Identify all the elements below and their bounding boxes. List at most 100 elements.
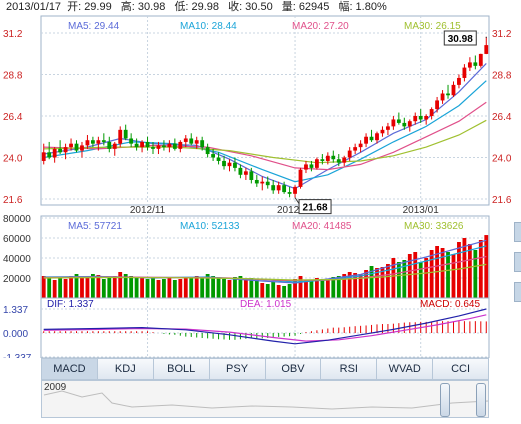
quote-open: 29.99 <box>84 1 112 13</box>
volume-bar <box>396 262 401 298</box>
volume-bar <box>260 283 265 298</box>
x-tick-label: 2012/12 <box>277 205 314 216</box>
volume-bar <box>309 281 314 298</box>
volume-bar <box>58 278 63 298</box>
candle-body <box>380 129 385 134</box>
tab-wvad[interactable]: WVAD <box>377 359 434 379</box>
candle-body <box>260 181 265 184</box>
candle-body <box>183 138 188 142</box>
candle-body <box>249 171 254 180</box>
candle-body <box>178 141 183 149</box>
volume-bar <box>183 277 188 298</box>
volume-bar <box>167 278 172 298</box>
candle-body <box>216 157 221 161</box>
volume-bar <box>353 273 358 298</box>
navigator-right-handle[interactable] <box>476 383 486 417</box>
legend-dif: DIF: 1.337 <box>47 299 94 310</box>
candle-body <box>418 116 423 120</box>
candle-body <box>325 155 330 161</box>
candle-body <box>342 157 347 163</box>
candle-body <box>304 164 308 170</box>
volume-bar <box>249 278 254 298</box>
tab-cci[interactable]: CCI <box>433 359 488 379</box>
tab-macd[interactable]: MACD <box>42 359 98 379</box>
volume-bar <box>222 279 226 298</box>
volume-bar <box>118 272 123 298</box>
tab-kdj[interactable]: KDJ <box>97 359 154 379</box>
side-toggle-button[interactable] <box>514 222 521 242</box>
tab-psy[interactable]: PSY <box>209 359 266 379</box>
candle-body <box>74 143 79 151</box>
volume-bar <box>358 274 363 298</box>
volume-bar <box>74 274 79 298</box>
volume-bar <box>402 260 407 298</box>
volume-bar <box>47 277 52 298</box>
candle-body <box>336 159 341 163</box>
quote-close: 30.50 <box>245 1 273 13</box>
volume-bar <box>41 276 46 298</box>
legend-ma30: MA30: 26.15 <box>404 21 461 32</box>
candle-body <box>85 140 90 146</box>
tab-rsi[interactable]: RSI <box>321 359 378 379</box>
annotation-high: 30.98 <box>448 34 473 45</box>
volume-bar <box>172 280 177 298</box>
candle-body <box>478 53 483 66</box>
candle-body <box>80 145 84 151</box>
candle-body <box>435 100 440 110</box>
side-toggle-button[interactable] <box>514 252 521 272</box>
side-toggle-button[interactable] <box>514 282 521 302</box>
volume-bar <box>424 258 429 298</box>
tab-boll[interactable]: BOLL <box>153 359 210 379</box>
volume-bar <box>391 258 396 298</box>
y-tick-label-right: 31.2 <box>492 29 512 40</box>
candle-body <box>238 167 243 175</box>
quote-header: 2013/01/17 开: 29.99 高: 30.98 低: 29.98 收: 30.… <box>6 1 387 13</box>
candle-body <box>293 186 297 194</box>
volume-bar <box>205 274 210 298</box>
volume-bar <box>293 279 297 298</box>
candle-body <box>369 136 374 141</box>
macd-panel: 1.337 0.000 -1.337 DIF: 1.337 DEA: 1.015 MACD… <box>3 297 490 358</box>
volume-bar <box>325 280 330 298</box>
volume-bar <box>85 277 90 298</box>
volume-bar <box>162 279 166 298</box>
stock-chart[interactable]: 31.2 31.2 28.8 28.8 26.4 26.4 24.0 24.0 21.6 21.6… <box>0 0 521 358</box>
volume-bar <box>440 248 445 298</box>
quote-volume: 62945 <box>298 1 330 13</box>
volume-bar <box>178 279 183 298</box>
y-tick-label-right: 28.8 <box>492 71 512 82</box>
candle-body <box>52 148 57 158</box>
volume-bar <box>63 279 68 298</box>
panel-frame <box>40 15 490 206</box>
volume-bar <box>478 240 483 298</box>
volume-bar <box>140 277 144 298</box>
navigator-left-handle[interactable] <box>440 383 450 417</box>
candle-body <box>391 119 396 127</box>
volume-ma-line-ma30 <box>43 263 487 281</box>
volume-bar <box>96 275 101 298</box>
quote-high: 30.98 <box>137 1 166 13</box>
candle-body <box>96 140 101 144</box>
candle-body <box>402 122 407 127</box>
candle-body <box>298 169 303 187</box>
candle-body <box>276 185 281 191</box>
candle-body <box>167 143 172 148</box>
legend-ma30: MA30: 33626 <box>404 221 464 232</box>
volume-bar <box>145 279 150 298</box>
quote-low: 29.98 <box>191 1 220 13</box>
volume-bar <box>331 277 336 298</box>
time-navigator[interactable]: 2009 <box>41 380 489 418</box>
volume-bar <box>380 267 385 298</box>
y-tick-label-right: 21.6 <box>492 195 512 206</box>
legend-ma5: MA5: 57721 <box>68 221 122 232</box>
candle-body <box>41 152 46 161</box>
volume-bar <box>320 279 325 298</box>
volume-bar <box>314 278 319 298</box>
price-panel: 31.2 31.2 28.8 28.8 26.4 26.4 24.0 24.0 21.6 21.6… <box>3 15 512 216</box>
tab-obv[interactable]: OBV <box>265 359 322 379</box>
volume-bar <box>413 252 418 298</box>
candle-body <box>205 147 210 155</box>
navigator-sparkline <box>43 390 488 410</box>
candle-body <box>90 140 95 144</box>
candle-body <box>200 140 205 148</box>
